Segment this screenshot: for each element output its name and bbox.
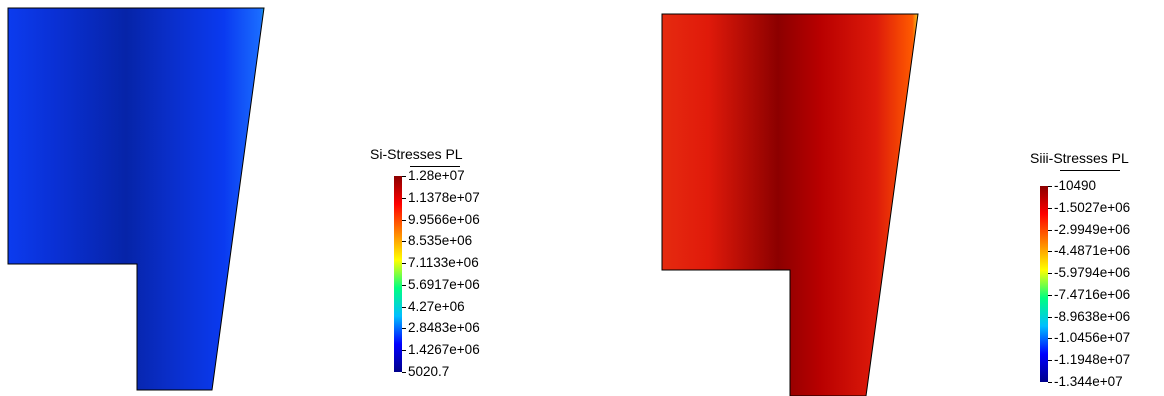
colorbar-tick-mark — [1048, 273, 1052, 275]
colorbar-ticks: -10490 -1.5027e+06 -2.9949e+06 -4.4871e+06 -… — [1040, 179, 1160, 389]
colorbar-tick-label: 8.535e+06 — [408, 233, 473, 249]
colorbar-tick-label: -1.344e+07 — [1054, 374, 1123, 389]
colorbar-tick-label: -1.5027e+06 — [1054, 199, 1131, 215]
colorbar-tick-mark — [1048, 186, 1052, 187]
colorbar-tick-mark — [402, 263, 406, 265]
colorbar-tick-label: -7.4716e+06 — [1054, 286, 1131, 302]
colorbar-tick-label: -10490 — [1054, 178, 1097, 193]
colorbar-tick-mark — [402, 197, 406, 199]
colorbar-tick-label: 1.1378e+07 — [408, 189, 480, 205]
legend-title-underline — [410, 166, 460, 167]
colorbar-tick-label: 1.28e+07 — [408, 168, 465, 183]
colorbar-tick-label: -5.9794e+06 — [1054, 265, 1131, 281]
colorbar-tick-mark — [402, 241, 406, 243]
siii-stress-legend: Siii-Stresses PL -10490 -1.5027e+06 -2.994… — [1030, 150, 1162, 390]
legend-title: Si-Stresses PL — [370, 146, 463, 162]
colorbar-tick-label: 5.6917e+06 — [408, 276, 480, 292]
colorbar-tick-label: 9.9566e+06 — [408, 211, 480, 227]
colorbar-ticks: 1.28e+07 1.1378e+07 9.9566e+06 8.535e+06 7.1… — [394, 169, 504, 379]
colorbar-tick-label: 4.27e+06 — [408, 298, 465, 314]
colorbar-tick-label: 5020.7 — [408, 364, 450, 379]
colorbar — [394, 176, 402, 372]
colorbar-tick-mark — [1048, 360, 1052, 362]
colorbar-tick-mark — [1048, 294, 1052, 296]
colorbar-tick-mark — [1048, 316, 1052, 318]
colorbar-tick-mark — [1048, 207, 1052, 209]
colorbar-tick-label: -4.4871e+06 — [1054, 243, 1131, 259]
colorbar-tick-mark — [1048, 382, 1052, 383]
colorbar-tick-mark — [402, 328, 406, 330]
colorbar-tick-mark — [402, 284, 406, 286]
legend-title: Siii-Stresses PL — [1030, 150, 1129, 166]
siii-stress-contour-plot — [661, 13, 919, 396]
colorbar-tick-label: -2.9949e+06 — [1054, 221, 1131, 237]
colorbar-tick-label: -1.1948e+07 — [1054, 352, 1131, 368]
colorbar — [1040, 186, 1048, 382]
colorbar-tick-label: -1.0456e+07 — [1054, 330, 1131, 346]
colorbar-tick-mark — [402, 219, 406, 221]
colorbar-tick-mark — [402, 176, 406, 177]
colorbar-tick-label: 2.8483e+06 — [408, 320, 480, 336]
colorbar-tick-label: 7.1133e+06 — [408, 255, 479, 271]
colorbar-tick-mark — [402, 372, 406, 373]
colorbar-tick-mark — [1048, 251, 1052, 253]
colorbar-tick-mark — [402, 350, 406, 352]
legend-title-underline — [1060, 170, 1120, 171]
colorbar-tick-mark — [402, 306, 406, 308]
colorbar-tick-label: 1.4267e+06 — [408, 342, 480, 358]
si-stress-legend: Si-Stresses PL 1.28e+07 1.1378e+07 9.9566e… — [370, 146, 510, 379]
colorbar-tick-label: -8.9638e+06 — [1054, 308, 1131, 324]
colorbar-tick-mark — [1048, 338, 1052, 340]
si-stress-contour-plot — [7, 7, 265, 391]
colorbar-tick-mark — [1048, 229, 1052, 231]
